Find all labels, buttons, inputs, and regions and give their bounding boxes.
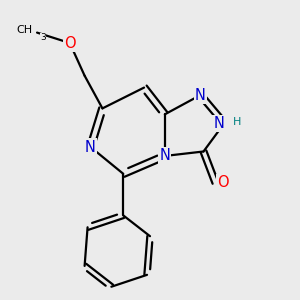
Text: N: N xyxy=(159,148,170,164)
Text: N: N xyxy=(85,140,96,154)
Text: O: O xyxy=(217,175,229,190)
Text: 3: 3 xyxy=(40,33,46,42)
Text: CH: CH xyxy=(16,25,33,35)
Text: H: H xyxy=(232,117,241,127)
Text: N: N xyxy=(195,88,206,103)
Text: O: O xyxy=(64,35,76,50)
Text: N: N xyxy=(214,116,224,131)
